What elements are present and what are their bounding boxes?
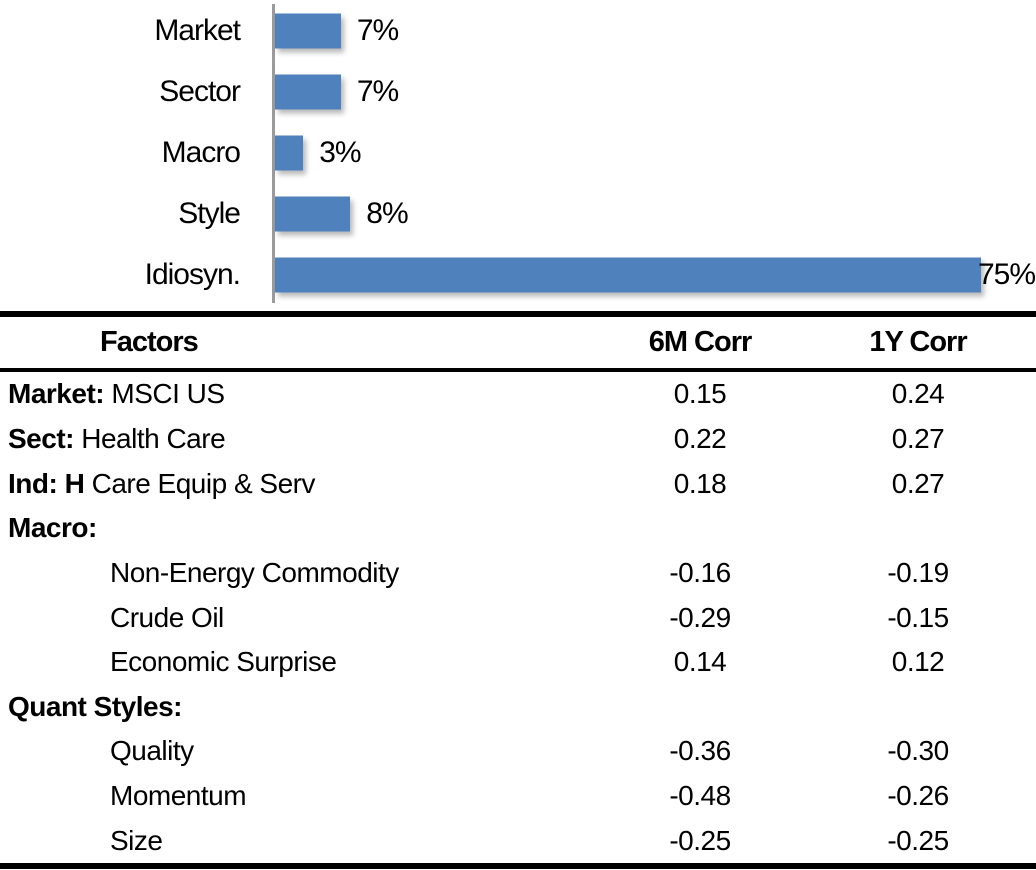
table-row: Size -0.25 -0.25 [0, 818, 1036, 863]
chart-y-axis-line [272, 4, 275, 303]
corr-6m-cell: -0.29 [669, 601, 731, 633]
factor-label-bold: Quant Styles: [8, 690, 182, 722]
bar-row: Style 8% [0, 183, 1036, 244]
corr-1y-cell: 0.27 [891, 467, 945, 499]
corr-1y-cell: 0.27 [891, 422, 945, 454]
factor-label-rest: Crude Oil [110, 601, 224, 633]
table-row: Non-Energy Commodity -0.16 -0.19 [0, 551, 1036, 596]
column-header-6m-corr: 6M Corr [648, 326, 753, 358]
bar-value-label: 75% [977, 257, 1036, 291]
corr-6m-cell: -0.36 [669, 735, 731, 767]
factor-cell: Sect: Health Care [0, 423, 600, 455]
category-label: Style [178, 196, 241, 230]
corr-1y-cell: -0.19 [887, 556, 949, 588]
corr-6m-cell: 0.15 [673, 378, 727, 410]
factor-cell: Economic Surprise [0, 646, 600, 678]
factor-label-bold: Ind: H [8, 467, 85, 499]
category-label: Macro [161, 135, 241, 169]
bar-row: Market 7% [0, 0, 1036, 61]
table-row: Quant Styles: [0, 684, 1036, 729]
corr-1y-cell: 0.12 [891, 646, 945, 678]
factor-label-rest: Non-Energy Commodity [110, 556, 399, 588]
table-row: Momentum -0.48 -0.26 [0, 774, 1036, 819]
factor-label-rest: Health Care [73, 422, 226, 454]
factor-label-bold: Market: [8, 378, 105, 410]
corr-1y-cell: -0.26 [887, 780, 949, 812]
table-row: Economic Surprise 0.14 0.12 [0, 640, 1036, 685]
table-top-rule [0, 311, 1036, 317]
bar-zone: 7% [275, 0, 1036, 61]
table-header-row: Factors 6M Corr 1Y Corr [0, 317, 1036, 368]
corr-1y-cell: -0.30 [887, 735, 949, 767]
bar-zone: 3% [275, 122, 1036, 183]
column-header-1y-corr: 1Y Corr [869, 326, 967, 358]
category-label: Market [154, 13, 241, 47]
factor-label-bold: Macro: [8, 512, 97, 544]
factor-label-rest: Care Equip & Serv [84, 467, 316, 499]
factor-label-rest: Quality [110, 735, 194, 767]
factor-cell: Macro: [0, 512, 600, 544]
factor-label-bold: Sect: [8, 422, 74, 454]
bar-value-label: 3% [319, 135, 361, 169]
factor-cell: Quant Styles: [0, 691, 600, 723]
corr-6m-cell: 0.22 [673, 422, 727, 454]
bar [275, 196, 351, 231]
factor-cell: Momentum [0, 780, 600, 812]
bar-zone: 8% [275, 183, 1036, 244]
table-row: Ind: H Care Equip & Serv 0.18 0.27 [0, 461, 1036, 506]
bar-zone: 75% [275, 244, 1036, 305]
table-row: Sect: Health Care 0.22 0.27 [0, 417, 1036, 462]
bar [275, 13, 341, 48]
bar-row: Macro 3% [0, 122, 1036, 183]
category-label: Idiosyn. [144, 257, 241, 291]
variance-decomposition-bar-chart: Market 7% Sector 7% Macro 3% Style 8% Id… [0, 0, 1036, 305]
bar-value-label: 7% [356, 74, 399, 108]
factor-cell: Ind: H Care Equip & Serv [0, 468, 600, 500]
table-bottom-rule [0, 863, 1036, 869]
corr-1y-cell: 0.24 [891, 378, 945, 410]
table-row: Quality -0.36 -0.30 [0, 729, 1036, 774]
bar [275, 257, 981, 292]
bar-zone: 7% [275, 61, 1036, 122]
table-header-rule [0, 368, 1036, 372]
bar-value-label: 7% [356, 13, 399, 47]
table-row: Crude Oil -0.29 -0.15 [0, 595, 1036, 640]
table-row: Market: MSCI US 0.15 0.24 [0, 372, 1036, 417]
factor-cell: Size [0, 825, 600, 857]
factor-cell: Crude Oil [0, 602, 600, 634]
factor-cell: Market: MSCI US [0, 378, 600, 410]
chart-rows: Market 7% Sector 7% Macro 3% Style 8% Id… [0, 0, 1036, 305]
corr-6m-cell: 0.14 [673, 646, 727, 678]
corr-1y-cell: -0.25 [887, 824, 949, 856]
corr-1y-cell: -0.15 [887, 601, 949, 633]
bar-value-label: 8% [366, 196, 408, 230]
category-label: Sector [159, 74, 241, 108]
corr-6m-cell: -0.48 [669, 780, 731, 812]
bar-row: Idiosyn. 75% [0, 244, 1036, 305]
bar [275, 74, 341, 109]
factor-label-rest: Momentum [110, 780, 247, 812]
factor-correlation-table: Factors 6M Corr 1Y Corr Market: MSCI US … [0, 311, 1036, 869]
bar [275, 135, 304, 170]
corr-6m-cell: 0.18 [673, 467, 727, 499]
factor-label-rest: Economic Surprise [110, 646, 337, 678]
table-row: Macro: [0, 506, 1036, 551]
factor-label-rest: MSCI US [104, 378, 225, 410]
factor-cell: Non-Energy Commodity [0, 557, 600, 589]
corr-6m-cell: -0.16 [669, 556, 731, 588]
factor-label-rest: Size [110, 824, 163, 856]
bar-row: Sector 7% [0, 61, 1036, 122]
column-header-factors: Factors [100, 326, 199, 358]
factor-cell: Quality [0, 735, 600, 767]
corr-6m-cell: -0.25 [669, 824, 731, 856]
table-body: Market: MSCI US 0.15 0.24 Sect: Health C… [0, 372, 1036, 863]
